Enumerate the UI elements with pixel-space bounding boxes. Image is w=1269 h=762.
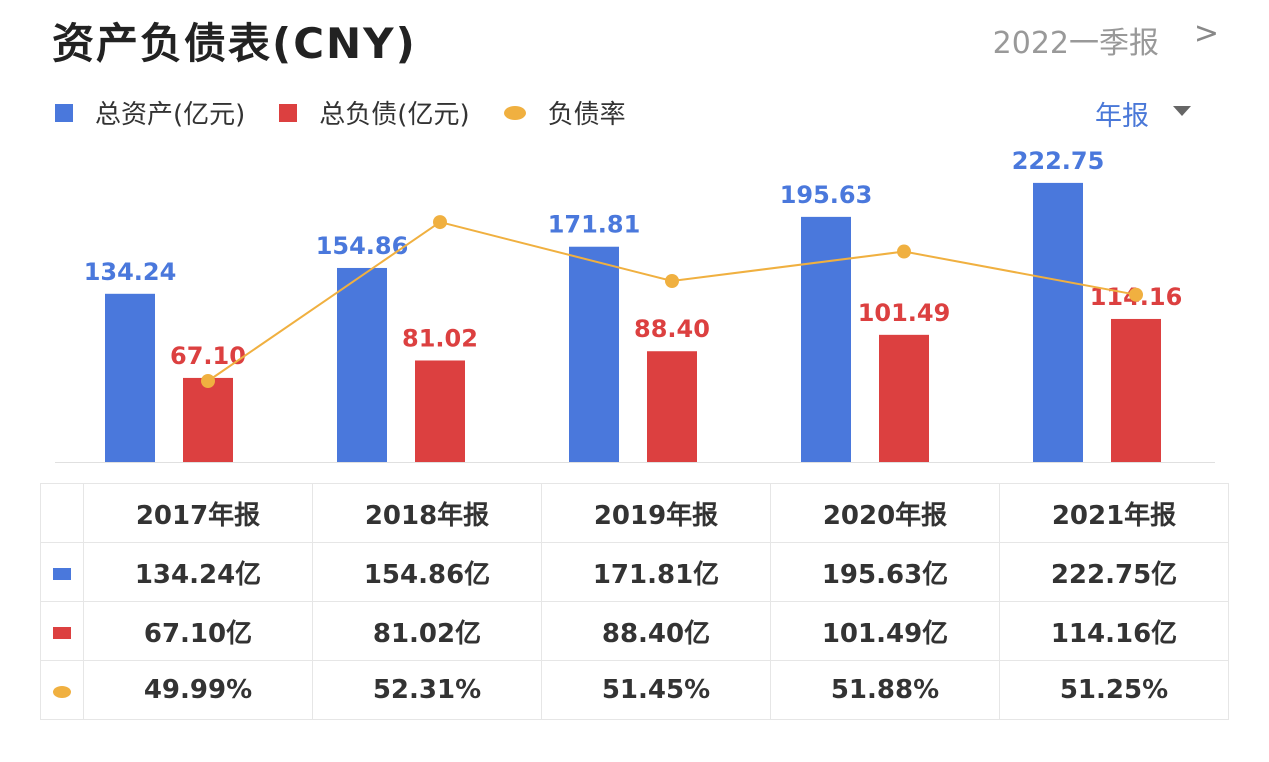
- period-selector[interactable]: 2022一季报: [992, 26, 1159, 61]
- table-cell: 154.86亿: [312, 542, 542, 602]
- report-type-dropdown[interactable]: 年报: [1095, 101, 1149, 132]
- asset-bar[interactable]: [105, 293, 155, 462]
- table-row: 67.10亿 81.02亿 88.40亿 101.49亿 114.16亿: [40, 601, 1229, 661]
- legend-swatch: [55, 103, 73, 122]
- ratio-point[interactable]: [1129, 287, 1143, 302]
- asset-value-label: 154.86: [316, 232, 409, 260]
- data-table: 2017年报 2018年报 2019年报 2020年报 2021年报 134.2…: [40, 483, 1229, 720]
- table-row: 134.24亿 154.86亿 171.81亿 195.63亿 222.75亿: [40, 542, 1229, 602]
- table-cell: 49.99%: [83, 660, 313, 720]
- asset-value-label: 134.24: [84, 258, 177, 286]
- table-cell: 88.40亿: [541, 601, 771, 661]
- legend-label: 负债率: [547, 100, 626, 130]
- liability-bar[interactable]: [879, 334, 929, 462]
- chart: 134.24 67.10 154.86 81.02 171.81 88.40 195.63 1…: [55, 147, 1215, 463]
- table-cell: 51.25%: [999, 660, 1229, 720]
- asset-bar[interactable]: [569, 246, 619, 462]
- table-cell: 81.02亿: [312, 601, 542, 661]
- legend-liabilities[interactable]: 总负债(亿元): [279, 94, 470, 131]
- legend-ratio[interactable]: 负债率: [503, 94, 626, 131]
- liability-bar[interactable]: [415, 360, 465, 462]
- table-header-row: 2017年报 2018年报 2019年报 2020年报 2021年报: [40, 483, 1229, 543]
- liability-bar[interactable]: [647, 351, 697, 462]
- table-cell: 51.45%: [541, 660, 771, 720]
- table-cell: 67.10亿: [83, 601, 313, 661]
- table-cell: 134.24亿: [83, 542, 313, 602]
- asset-bar[interactable]: [337, 267, 387, 462]
- asset-bar[interactable]: [1033, 182, 1083, 462]
- table-row: 49.99% 52.31% 51.45% 51.88% 51.25%: [40, 660, 1229, 720]
- table-header: 2019年报: [541, 483, 771, 543]
- asset-value-label: 222.75: [1012, 147, 1105, 175]
- table-header: 2017年报: [83, 483, 313, 543]
- legend-label: 总负债(亿元): [319, 100, 470, 130]
- liability-value-label: 67.10: [170, 342, 246, 370]
- liability-value-label: 81.02: [402, 324, 478, 352]
- asset-bar[interactable]: [801, 216, 851, 462]
- table-cell: 101.49亿: [770, 601, 1000, 661]
- legend-label: 总资产(亿元): [95, 100, 246, 130]
- table-header: 2018年报: [312, 483, 542, 543]
- table-cell: 52.31%: [312, 660, 542, 720]
- page-title: 资产负债表(CNY): [52, 19, 417, 68]
- liability-value-label: 101.49: [858, 299, 951, 327]
- liability-bar[interactable]: [183, 377, 233, 462]
- ratio-point[interactable]: [665, 273, 679, 288]
- table-cell: 195.63亿: [770, 542, 1000, 602]
- ratio-point[interactable]: [897, 244, 911, 259]
- table-cell: 114.16亿: [999, 601, 1229, 661]
- ratio-point[interactable]: [433, 215, 447, 230]
- asset-value-label: 171.81: [548, 211, 641, 239]
- table-header: 2021年报: [999, 483, 1229, 543]
- chevron-right-icon[interactable]: >: [1193, 16, 1219, 51]
- caret-down-icon[interactable]: [1173, 106, 1191, 116]
- ratio-point[interactable]: [201, 374, 215, 388]
- table-cell: 51.88%: [770, 660, 1000, 720]
- table-header: 2020年报: [770, 483, 1000, 543]
- liability-bar[interactable]: [1111, 318, 1161, 462]
- asset-value-label: 195.63: [780, 181, 873, 209]
- legend-swatch: [279, 103, 298, 122]
- table-cell: 171.81亿: [541, 542, 771, 602]
- legend-assets[interactable]: 总资产(亿元): [55, 94, 245, 131]
- table-cell: 222.75亿: [999, 542, 1229, 602]
- assets-marker: [53, 568, 71, 580]
- legend: 总资产(亿元) 总负债(亿元) 负债率: [55, 94, 660, 131]
- liability-value-label: 88.40: [634, 315, 710, 343]
- legend-swatch: [503, 105, 526, 120]
- liabilities-marker: [53, 627, 71, 639]
- ratio-marker: [53, 686, 71, 698]
